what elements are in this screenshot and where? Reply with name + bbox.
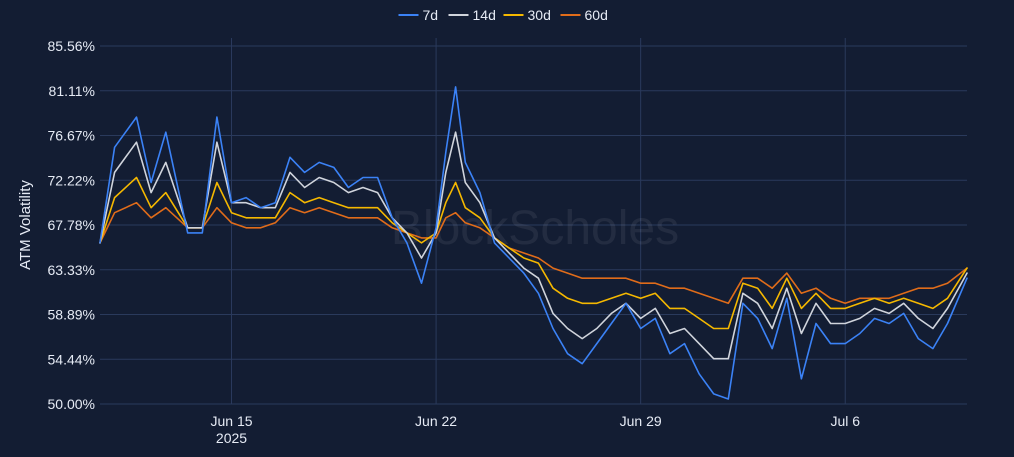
y-tick-label: 67.78% xyxy=(48,217,95,233)
legend-item-14d[interactable]: 14d xyxy=(448,7,496,23)
y-tick-label: 85.56% xyxy=(48,38,95,54)
y-tick-label: 58.89% xyxy=(48,307,95,323)
legend-item-60d[interactable]: 60d xyxy=(560,7,608,23)
series-line-60d[interactable] xyxy=(99,201,968,305)
y-axis-label: ATM Volatility xyxy=(17,180,34,270)
legend-label: 14d xyxy=(473,7,496,23)
legend-item-7d[interactable]: 7d xyxy=(398,7,439,23)
watermark: BlockScholes xyxy=(391,202,679,255)
series-line-30d[interactable] xyxy=(99,176,968,330)
y-tick-label: 72.22% xyxy=(48,172,95,188)
x-tick-label: Jul 6 xyxy=(830,413,860,429)
series-lines xyxy=(99,86,968,400)
x-tick-label: Jun 15 xyxy=(210,413,252,429)
grid xyxy=(100,38,967,405)
y-tick-label: 63.33% xyxy=(48,262,95,278)
y-tick-label: 76.67% xyxy=(48,128,95,144)
x-tick-year-label: 2025 xyxy=(216,430,247,446)
legend-label: 7d xyxy=(423,7,439,23)
x-tick-label: Jun 29 xyxy=(620,413,662,429)
y-tick-label: 81.11% xyxy=(49,83,95,99)
legend[interactable]: 7d 14d 30d 60d xyxy=(398,7,608,23)
legend-item-30d[interactable]: 30d xyxy=(503,7,551,23)
x-tick-label: Jun 22 xyxy=(415,413,457,429)
y-tick-label: 54.44% xyxy=(48,351,95,367)
y-axis-ticks: 50.00% 54.44% 58.89% 63.33% 67.78% 72.22% 76.6… xyxy=(48,38,95,412)
legend-label: 60d xyxy=(585,7,608,23)
legend-label: 30d xyxy=(528,7,551,23)
y-tick-label: 50.00% xyxy=(48,396,95,412)
series-line-7d[interactable] xyxy=(99,86,968,400)
